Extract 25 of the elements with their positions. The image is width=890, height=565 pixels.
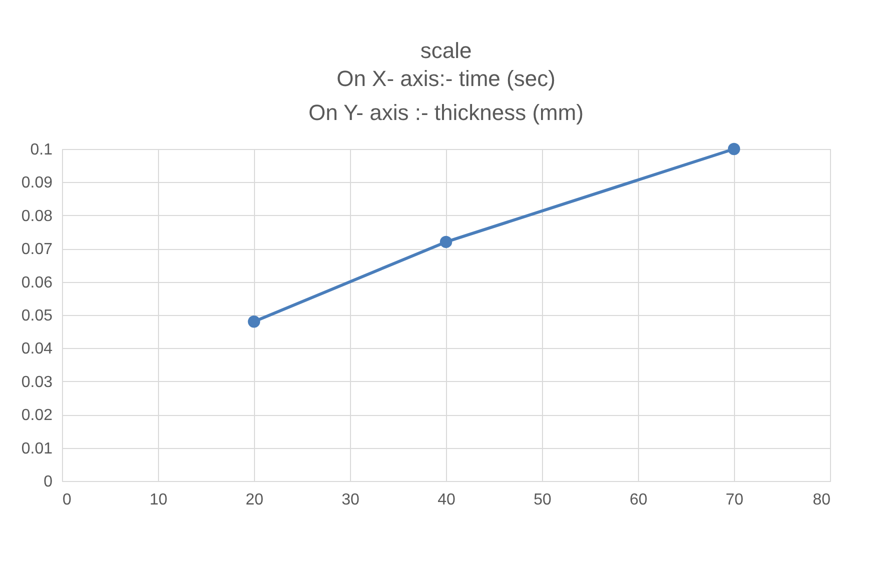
y-tick-label: 0.01 (21, 440, 53, 458)
x-tick-label: 0 (62, 492, 72, 508)
y-tick-label: 0.05 (21, 308, 53, 324)
x-tick-label: 20 (246, 492, 264, 508)
point (440, 236, 452, 248)
y-tick-label: 0.1 (30, 142, 53, 158)
x-tick-label: 50 (534, 492, 552, 508)
x-tick-label: 70 (726, 492, 744, 508)
chart-title: scale (420, 38, 472, 63)
y-tick-label: 0.04 (21, 340, 53, 358)
y-tick-label: 0.09 (21, 174, 53, 192)
point (728, 142, 740, 156)
chart-subtitle: On X- axis:- time (sec) On Y- axis :- thickness (mm) (308, 66, 584, 125)
y-tick-label: 0.02 (21, 407, 53, 424)
x-tick-label: 40 (438, 492, 456, 508)
y-tick-label: 0.07 (21, 241, 53, 258)
x-tick-label: 10 (150, 492, 168, 508)
x-tick-label: 80 (812, 492, 831, 508)
y-tick-label: 0.08 (21, 208, 53, 225)
x-tick-label: 30 (342, 492, 360, 508)
y-tick-label: 0.06 (21, 274, 53, 292)
y-tick-label: 0 (44, 474, 53, 490)
x-tick-label: 60 (630, 492, 648, 508)
y-tick-label: 0.03 (21, 374, 53, 391)
point (248, 316, 260, 328)
